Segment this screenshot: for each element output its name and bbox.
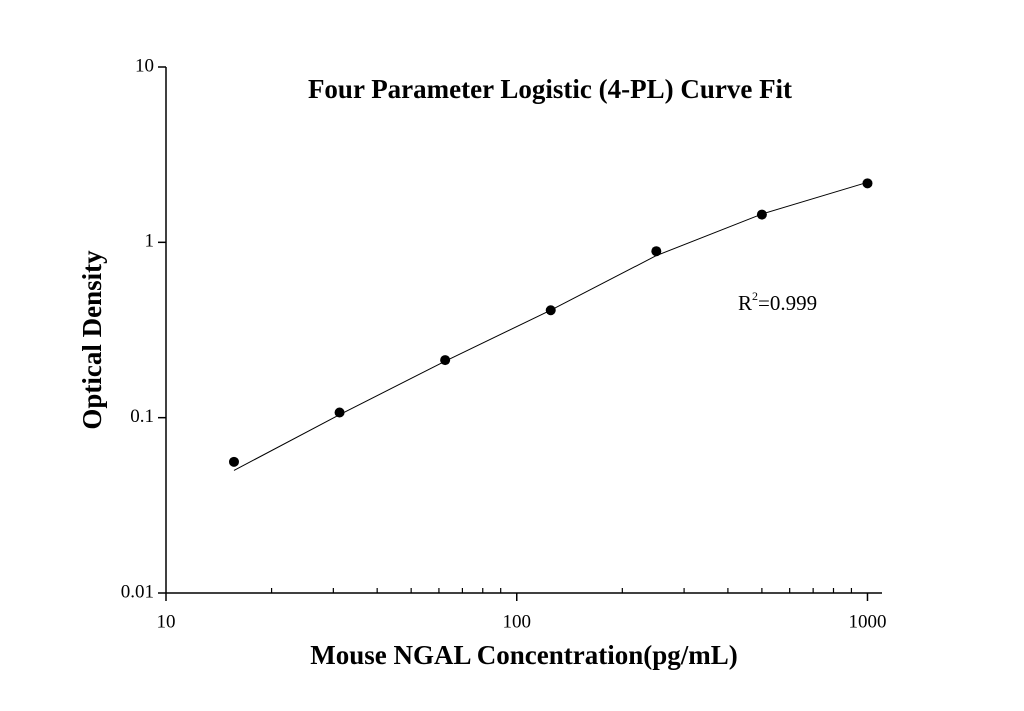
annotation-part: R (738, 291, 752, 315)
data-point (862, 178, 873, 189)
y-tick-label: 10 (135, 55, 154, 76)
y-tick-label: 0.01 (121, 581, 154, 602)
x-tick-label: 100 (502, 611, 531, 632)
annotation-sup: 2 (752, 289, 758, 303)
data-point (228, 456, 239, 467)
fit-curve (233, 181, 868, 471)
x-axis-title: Mouse NGAL Concentration(pg/mL) (310, 640, 738, 670)
y-axis-title: Optical Density (77, 250, 107, 430)
y-tick-label: 0.1 (130, 406, 154, 427)
annotation-part: =0.999 (758, 291, 817, 315)
x-tick-label: 1000 (848, 611, 886, 632)
y-tick-label: 1 (145, 231, 155, 252)
x-tick-label: 10 (157, 611, 176, 632)
chart-title: Four Parameter Logistic (4-PL) Curve Fit (308, 74, 792, 104)
data-point (334, 407, 345, 418)
data-point (440, 355, 451, 366)
annotation: R2=0.999 (738, 289, 817, 315)
data-point (651, 246, 662, 257)
